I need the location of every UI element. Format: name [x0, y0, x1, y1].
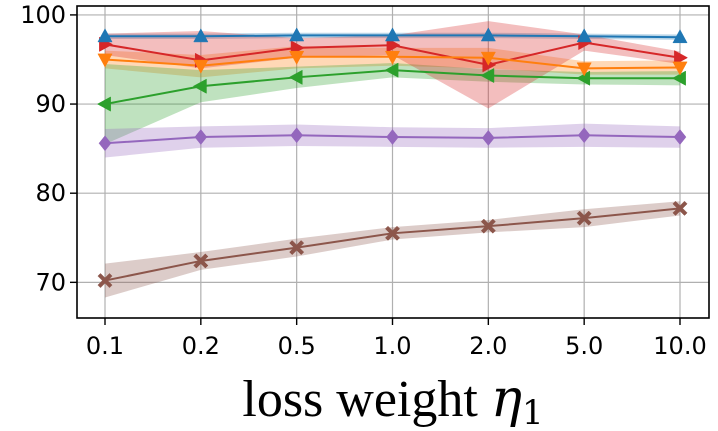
series-markers [96, 27, 689, 289]
series-1-point [672, 29, 688, 44]
series-1-point [384, 27, 401, 42]
series-3-point [384, 62, 399, 78]
series-6-point [576, 210, 592, 226]
y-axis: 70 80 90 100 [20, 1, 77, 296]
series-3-point [288, 69, 303, 85]
x-tick-label: 2.0 [469, 332, 507, 360]
series-2-point [672, 61, 688, 76]
y-tick-label: 70 [35, 268, 66, 296]
series-1-point [576, 28, 592, 43]
series-3-band [105, 63, 680, 145]
series-3-point [480, 67, 495, 84]
series-6-point [385, 225, 400, 241]
series-4-point [386, 37, 401, 53]
x-tick-label: 10.0 [653, 332, 706, 360]
series-5-point [482, 130, 495, 146]
x-axis: 0.1 0.2 0.5 1.0 2.0 5.0 10.0 [86, 318, 707, 360]
y-tick-label: 90 [35, 90, 66, 118]
series-3-point [671, 70, 686, 86]
series-4-band [105, 21, 680, 109]
series-6-point [289, 240, 305, 256]
x-axis-label: loss weight η1 [242, 369, 543, 431]
series-1-point [193, 28, 209, 43]
x-axis-label-symbol: η [491, 369, 522, 429]
series-5-point [673, 129, 687, 145]
series-5-point [577, 127, 591, 144]
series-5-point [290, 127, 303, 144]
series-2-point [576, 62, 592, 77]
series-3-point [96, 96, 111, 112]
series-2-point [289, 50, 305, 65]
y-tick-label: 100 [20, 1, 66, 29]
series-1-point [289, 27, 305, 42]
series-1-point [97, 28, 113, 43]
x-tick-label: 0.5 [278, 332, 316, 360]
x-axis-label-text: loss weight [242, 371, 478, 428]
x-tick-label: 0.1 [86, 332, 124, 360]
series-1-point [480, 27, 496, 42]
series-2-point [480, 51, 496, 66]
series-4-point [674, 50, 689, 66]
series-6-point [480, 218, 496, 234]
series-2-point [193, 59, 209, 74]
series-6-point [193, 253, 209, 269]
x-axis-label-subscript: 1 [522, 393, 544, 431]
series-3-point [192, 78, 207, 94]
y-tick-label: 80 [35, 179, 66, 207]
x-tick-label: 0.2 [182, 332, 220, 360]
series-5-point [98, 135, 112, 152]
series-2-point [97, 53, 113, 68]
series-6-point [97, 273, 113, 289]
series-5-point [194, 129, 208, 145]
series-6-band [105, 201, 680, 298]
series-2-point [384, 50, 401, 65]
series-6-point [672, 200, 688, 216]
x-tick-label: 1.0 [373, 332, 411, 360]
x-tick-label: 5.0 [565, 332, 603, 360]
series-5-point [386, 129, 399, 145]
